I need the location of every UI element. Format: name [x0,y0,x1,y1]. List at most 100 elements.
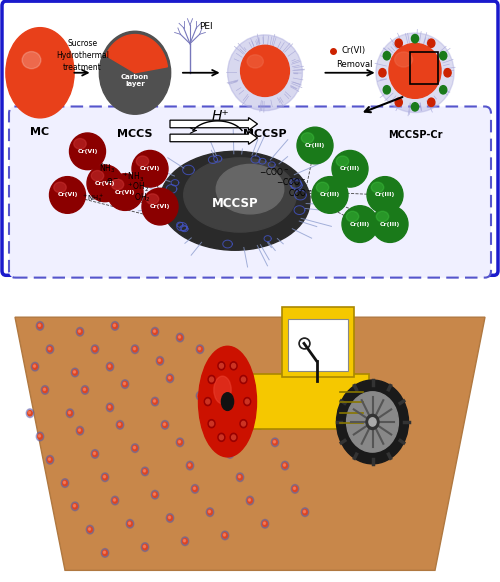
Circle shape [168,376,172,381]
Circle shape [213,370,217,375]
Text: MC: MC [30,127,50,137]
Circle shape [246,496,254,505]
Circle shape [228,452,230,455]
Circle shape [294,487,296,489]
Circle shape [66,409,74,418]
Circle shape [106,403,114,412]
Text: MCCSP: MCCSP [243,129,287,139]
Circle shape [133,346,137,352]
Circle shape [61,478,69,487]
Ellipse shape [428,39,435,47]
Circle shape [48,347,50,350]
Text: Cr(III): Cr(III) [380,222,400,226]
Circle shape [230,362,237,370]
Circle shape [74,505,76,507]
Circle shape [208,375,215,384]
Circle shape [240,420,247,428]
Polygon shape [106,34,168,73]
Ellipse shape [312,176,348,214]
Circle shape [94,452,96,455]
Ellipse shape [332,151,368,187]
Circle shape [34,365,35,367]
Circle shape [248,400,250,402]
Circle shape [210,421,214,426]
Ellipse shape [383,52,390,60]
Circle shape [220,364,224,368]
Ellipse shape [412,34,418,43]
Circle shape [245,399,249,404]
Circle shape [218,433,225,441]
Ellipse shape [107,173,143,211]
Circle shape [142,467,149,476]
Ellipse shape [146,194,159,204]
Circle shape [263,521,267,526]
Text: Carbon
layer: Carbon layer [121,74,149,87]
Circle shape [184,540,186,542]
Circle shape [78,329,82,334]
Circle shape [264,522,266,524]
Circle shape [293,487,297,491]
Ellipse shape [222,393,234,410]
Ellipse shape [228,35,302,111]
Circle shape [134,446,136,449]
Circle shape [118,423,122,427]
Circle shape [28,411,32,416]
Circle shape [273,440,277,445]
Ellipse shape [216,164,284,214]
Circle shape [72,502,79,511]
Ellipse shape [394,52,412,67]
Text: Sucrose: Sucrose [68,40,98,48]
Text: $\mathregular{^+NH_3^+}$: $\mathregular{^+NH_3^+}$ [81,193,104,205]
Circle shape [188,463,192,468]
FancyBboxPatch shape [350,423,368,432]
Circle shape [238,475,240,478]
Circle shape [151,397,159,406]
Text: Cr(VI): Cr(VI) [150,204,170,209]
FancyBboxPatch shape [9,107,491,278]
Text: MCCS: MCCS [117,129,153,139]
Circle shape [104,551,106,553]
Circle shape [33,364,37,370]
Circle shape [196,391,204,400]
Text: $\mathregular{COO^-}$: $\mathregular{COO^-}$ [288,187,312,197]
Circle shape [93,452,97,456]
Text: MCCSP-Cr: MCCSP-Cr [388,130,442,140]
Circle shape [158,359,160,361]
Circle shape [153,399,157,404]
Text: Cr(III): Cr(III) [320,193,340,197]
Circle shape [224,534,226,536]
Circle shape [114,499,116,501]
Circle shape [44,388,46,391]
Circle shape [261,519,269,528]
Circle shape [181,537,189,546]
Circle shape [188,464,190,466]
Circle shape [123,382,127,386]
Circle shape [168,516,170,519]
Circle shape [166,374,174,383]
Circle shape [206,508,214,517]
Circle shape [218,434,222,439]
Circle shape [143,545,147,549]
Circle shape [208,510,212,514]
Circle shape [242,421,246,426]
Circle shape [68,411,70,414]
Ellipse shape [440,52,447,60]
Circle shape [210,377,214,382]
Ellipse shape [198,346,256,457]
Circle shape [84,388,86,391]
Circle shape [131,345,139,354]
Circle shape [94,347,96,350]
Text: Hydrothermal: Hydrothermal [56,51,109,60]
Circle shape [104,475,106,478]
Ellipse shape [132,151,168,187]
Circle shape [116,420,124,430]
Circle shape [248,499,250,501]
Circle shape [163,423,167,427]
Ellipse shape [240,45,290,97]
Circle shape [204,398,212,406]
Circle shape [194,487,196,489]
Text: $\mathregular{NH_3}$: $\mathregular{NH_3}$ [99,162,116,175]
Ellipse shape [87,165,123,202]
Circle shape [142,542,149,552]
Ellipse shape [383,86,390,94]
